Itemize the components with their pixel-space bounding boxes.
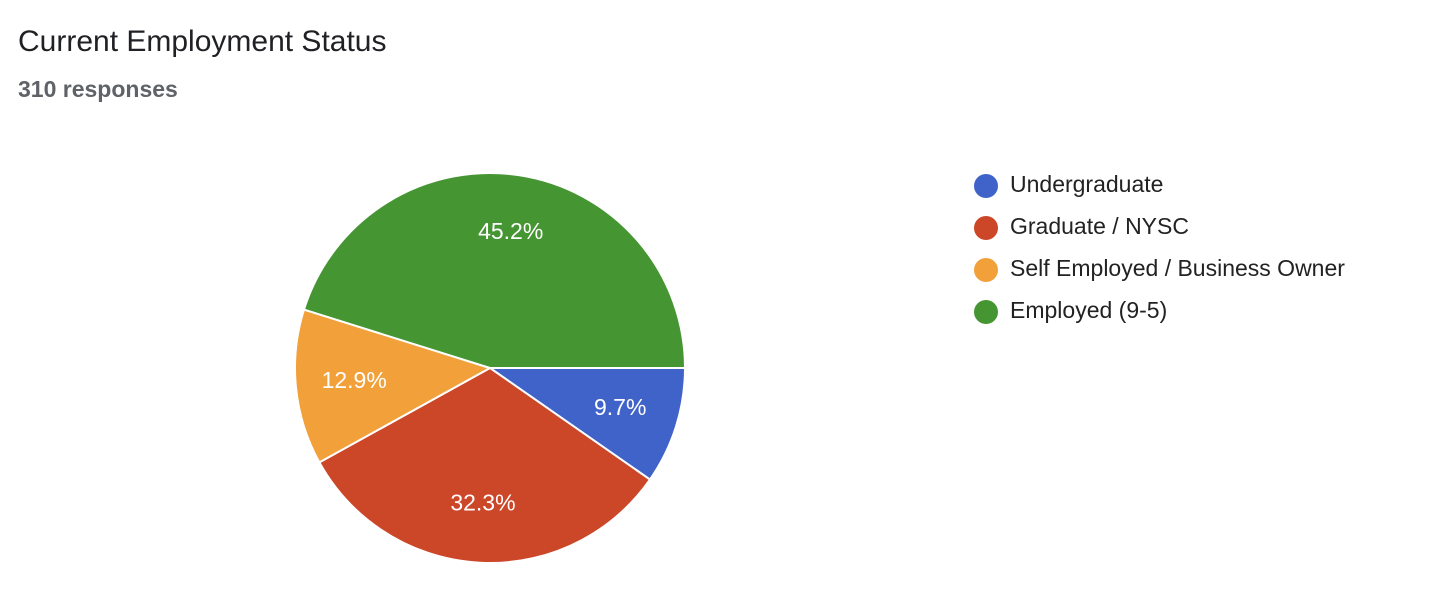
slice-label: 9.7% <box>594 394 646 420</box>
legend-swatch <box>974 216 998 240</box>
slice-label: 32.3% <box>450 489 515 515</box>
legend-swatch <box>974 174 998 198</box>
chart-subtitle: 310 responses <box>18 76 178 102</box>
pie-slice <box>486 367 687 481</box>
slice-label: 12.9% <box>322 367 387 393</box>
pie-slice <box>302 172 687 369</box>
legend-swatch <box>974 258 998 282</box>
legend-text: Employed (9-5) <box>1010 297 1167 323</box>
legend-swatch <box>974 300 998 324</box>
legend-text: Graduate / NYSC <box>1010 213 1189 239</box>
legend-text: Undergraduate <box>1010 171 1163 197</box>
pie-slice <box>294 308 493 464</box>
slice-label: 45.2% <box>478 218 543 244</box>
chart-title: Current Employment Status <box>18 25 386 58</box>
legend-text: Self Employed / Business Owner <box>1010 255 1345 281</box>
